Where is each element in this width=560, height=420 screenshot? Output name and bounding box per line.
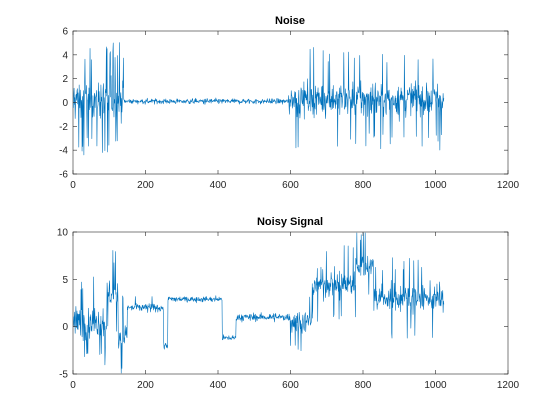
noisy-signal-xtick-label: 600 <box>282 380 299 391</box>
noise-ytick-label: -2 <box>59 122 68 133</box>
noisy-signal-xtick-label: 0 <box>70 380 76 391</box>
noisy-signal-title: Noisy Signal <box>257 216 323 228</box>
noisy-signal-xtick-label: 400 <box>210 380 227 391</box>
noisy-signal-ytick-label: 5 <box>62 275 68 286</box>
noise-xtick-label: 600 <box>282 180 299 191</box>
noise-xtick-label: 200 <box>137 180 154 191</box>
noisy-signal-xtick-label: 1000 <box>424 380 447 391</box>
noisy-signal-xtick-label: 800 <box>355 380 372 391</box>
noise-ytick-label: -4 <box>59 146 68 157</box>
noise-xtick-label: 1200 <box>497 180 520 191</box>
noise-ytick-label: 6 <box>62 27 68 38</box>
noisy-signal-xtick-label: 1200 <box>497 380 520 391</box>
noise-ytick-label: 0 <box>62 98 68 109</box>
noise-ytick-label: -6 <box>59 170 68 181</box>
noisy-signal-ytick-label: 10 <box>57 228 69 239</box>
noisy-signal-series-line <box>73 232 445 374</box>
noise-ytick-label: 2 <box>62 74 68 85</box>
noise-title: Noise <box>275 15 305 27</box>
noisy-signal-ytick-label: 0 <box>62 322 68 333</box>
noise-xtick-label: 1000 <box>424 180 447 191</box>
noise-xtick-label: 0 <box>70 180 76 191</box>
noise-series-line <box>73 42 445 156</box>
noise-xtick-label: 800 <box>355 180 372 191</box>
noise-ytick-label: 4 <box>62 50 68 61</box>
noisy-signal-xtick-label: 200 <box>137 380 154 391</box>
noise-axes: Noise 0 200 400 600 800 1000 1200 -6 -4 -2 0 2 4 6 <box>59 15 519 191</box>
noise-xtick-label: 400 <box>210 180 227 191</box>
noisy-signal-ytick-label: -5 <box>59 370 68 381</box>
